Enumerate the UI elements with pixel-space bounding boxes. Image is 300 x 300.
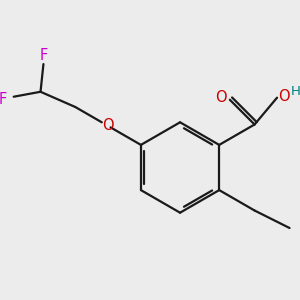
Text: H: H xyxy=(291,85,300,98)
Text: O: O xyxy=(215,90,227,105)
Text: F: F xyxy=(39,48,48,63)
Text: O: O xyxy=(102,118,114,134)
Text: F: F xyxy=(0,92,7,106)
Text: O: O xyxy=(278,89,290,104)
